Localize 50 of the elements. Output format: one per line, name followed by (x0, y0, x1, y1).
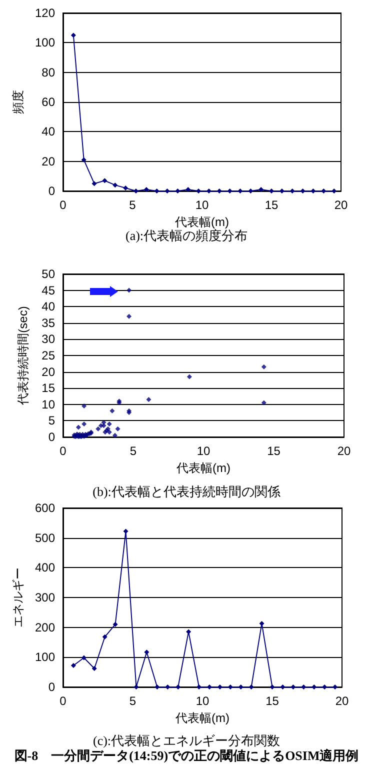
y-tick-label: 20 (42, 364, 56, 379)
x-tick-label: 0 (60, 444, 67, 458)
x-tick-label: 15 (267, 444, 281, 458)
y-tick-label: 50 (42, 267, 56, 281)
y-tick-label: 500 (34, 530, 56, 545)
y-tick-label: 20 (42, 154, 56, 168)
text: (b):代表幅と代表持続時間の関係 (92, 484, 280, 499)
x-tick-label: 10 (195, 198, 209, 212)
y-tick-label: 0 (48, 430, 56, 444)
x-tick-label: 20 (334, 198, 348, 212)
x-tick-label: 5 (129, 694, 136, 708)
y-tick-label: 300 (34, 590, 56, 604)
y-tick-label: 120 (34, 6, 56, 20)
y-tick-label: 40 (42, 124, 56, 139)
y-tick-label: 80 (42, 65, 56, 80)
y-tick-label: 60 (42, 95, 56, 109)
y-tick-label: 600 (34, 501, 56, 515)
x-tick-label: 20 (337, 444, 351, 458)
y-tick-label: 10 (42, 397, 56, 412)
y-tick-label: 100 (34, 36, 56, 50)
x-axis-title: 代表幅(m) (174, 214, 229, 229)
x-tick-label: 15 (264, 198, 278, 212)
y-tick-label: 30 (42, 332, 56, 346)
y-tick-label: 0 (48, 184, 56, 198)
y-tick-label: 45 (42, 283, 56, 298)
y-axis-title: エネルギー (11, 568, 26, 628)
y-tick-label: 15 (42, 381, 56, 396)
x-tick-label: 10 (196, 694, 210, 708)
y-tick-label: 200 (34, 620, 56, 634)
x-tick-label: 0 (60, 198, 67, 212)
y-tick-label: 5 (48, 414, 56, 428)
text: (a):代表幅の頻度分布 (125, 228, 248, 243)
x-axis-title: 代表幅(m) (174, 710, 230, 725)
x-tick-label: 0 (60, 694, 67, 708)
x-tick-label: 10 (196, 444, 210, 458)
y-tick-label: 400 (34, 560, 56, 575)
x-axis-title: 代表幅(m) (176, 460, 230, 475)
y-axis-title: 頻度 (11, 90, 26, 114)
x-tick-label: 20 (335, 694, 349, 708)
x-tick-label: 5 (129, 198, 136, 212)
text: (c):代表幅とエネルギー分布関数 (92, 733, 280, 748)
y-tick-label: 40 (42, 300, 56, 314)
y-axis-title: 代表持続時間(sec) (16, 306, 30, 406)
text: 図-8 一分間データ(14:59)での正の閾値によるOSIM適用例 (14, 748, 359, 763)
y-tick-label: 25 (42, 348, 56, 362)
x-tick-label: 5 (130, 444, 137, 458)
y-tick-label: 0 (48, 680, 56, 694)
y-tick-label: 35 (42, 316, 56, 330)
y-tick-label: 100 (34, 650, 56, 664)
x-tick-label: 15 (266, 694, 280, 708)
